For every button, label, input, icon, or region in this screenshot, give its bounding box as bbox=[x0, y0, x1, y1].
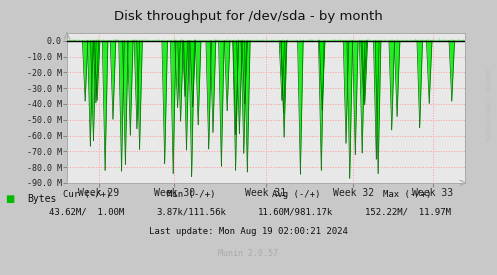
Text: Avg (-/+): Avg (-/+) bbox=[271, 190, 320, 199]
Text: Cur (-/+): Cur (-/+) bbox=[63, 190, 111, 199]
Text: Last update: Mon Aug 19 02:00:21 2024: Last update: Mon Aug 19 02:00:21 2024 bbox=[149, 227, 348, 236]
Text: 11.60M/981.17k: 11.60M/981.17k bbox=[258, 208, 333, 217]
Text: ■: ■ bbox=[5, 194, 14, 204]
Text: 3.87k/111.56k: 3.87k/111.56k bbox=[157, 208, 226, 217]
Text: 43.62M/  1.00M: 43.62M/ 1.00M bbox=[49, 208, 125, 217]
Text: Bytes: Bytes bbox=[27, 194, 57, 204]
Text: RRDTOOL / TOBI OETIKER: RRDTOOL / TOBI OETIKER bbox=[485, 69, 490, 140]
Text: Munin 2.0.57: Munin 2.0.57 bbox=[219, 249, 278, 258]
Text: Disk throughput for /dev/sda - by month: Disk throughput for /dev/sda - by month bbox=[114, 10, 383, 23]
Text: Min (-/+): Min (-/+) bbox=[167, 190, 216, 199]
Text: 152.22M/  11.97M: 152.22M/ 11.97M bbox=[364, 208, 451, 217]
Text: Max (-/+): Max (-/+) bbox=[383, 190, 432, 199]
